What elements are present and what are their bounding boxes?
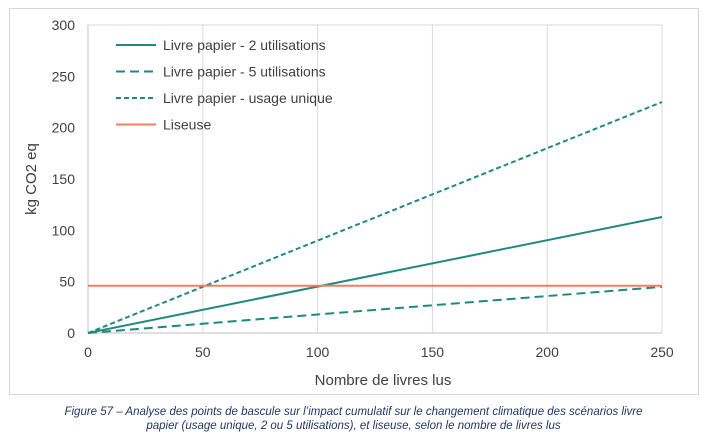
figure-caption: Figure 57 – Analyse des points de bascul… — [0, 405, 707, 433]
x-tick-label-200: 200 — [536, 344, 560, 360]
series-line-3 — [87, 101, 663, 334]
x-tick-label-150: 150 — [421, 344, 445, 360]
series-line-2 — [87, 285, 663, 334]
y-tick-label-250: 250 — [52, 68, 76, 84]
y-axis-title: kg CO2 eq — [23, 143, 40, 215]
legend-label-4: Liseuse — [163, 117, 211, 133]
x-axis-title: Nombre de livres lus — [315, 372, 452, 389]
caption-line-1: Figure 57 – Analyse des points de bascul… — [64, 406, 643, 418]
x-tick-label-250: 250 — [650, 344, 674, 360]
y-tick-label-300: 300 — [52, 17, 76, 33]
legend-label-2: Livre papier - 5 utilisations — [163, 64, 326, 80]
caption-line-2: papier (usage unique, 2 ou 5 utilisation… — [146, 420, 561, 432]
chart-figure: 0 50 100 150 200 250 300 0 50 100 150 200 250 Nombre … — [9, 8, 699, 395]
y-tick-label-50: 50 — [59, 274, 75, 290]
legend-label-3: Livre papier - usage unique — [163, 90, 333, 106]
x-tick-label-0: 0 — [84, 344, 92, 360]
y-tick-label-150: 150 — [52, 171, 76, 187]
series-line-1 — [87, 216, 663, 334]
x-tick-label-50: 50 — [195, 344, 211, 360]
x-tick-label-100: 100 — [306, 344, 330, 360]
y-tick-label-0: 0 — [67, 325, 75, 341]
legend-label-1: Livre papier - 2 utilisations — [163, 37, 326, 53]
y-tick-label-100: 100 — [52, 222, 76, 238]
y-tick-label-200: 200 — [52, 120, 76, 136]
line-chart: 0 50 100 150 200 250 300 0 50 100 150 200 250 Nombre … — [23, 17, 674, 389]
